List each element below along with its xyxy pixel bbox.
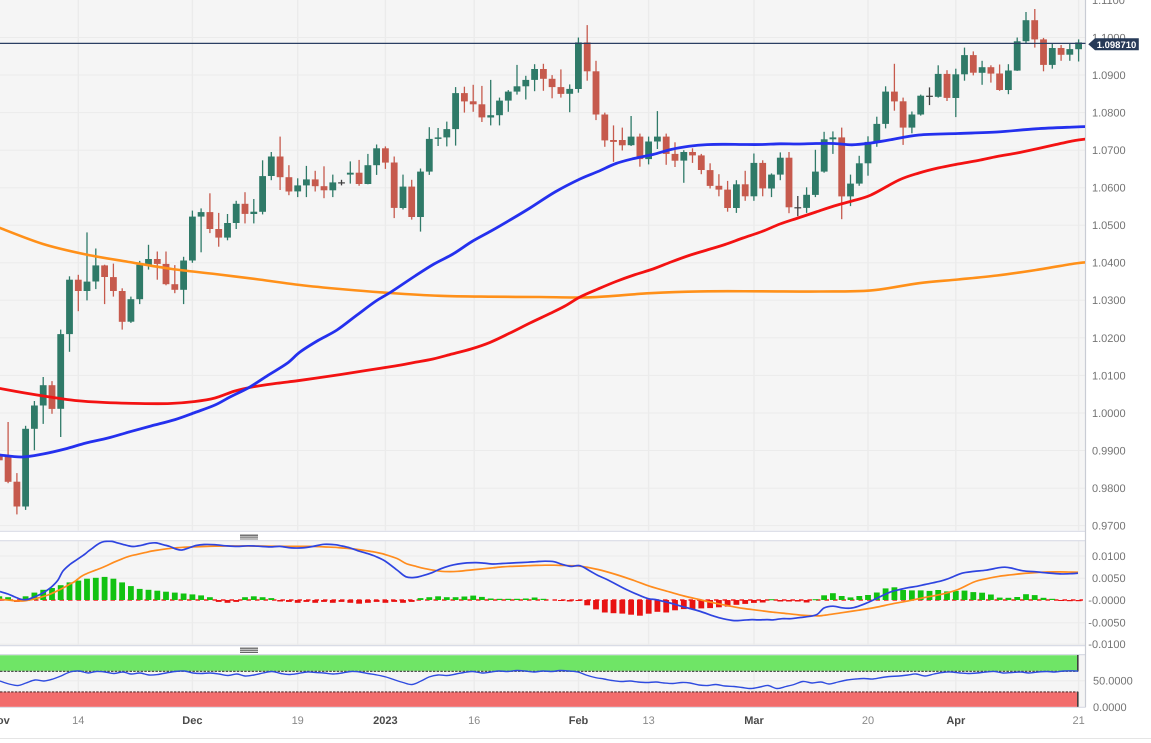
svg-text:Nov: Nov (0, 715, 11, 727)
svg-text:1.0500: 1.0500 (1092, 220, 1126, 232)
svg-text:19: 19 (292, 715, 304, 727)
svg-text:0.0000: 0.0000 (1093, 702, 1127, 714)
svg-text:Feb: Feb (569, 715, 589, 727)
svg-text:1.0200: 1.0200 (1092, 333, 1126, 345)
svg-text:50.0000: 50.0000 (1093, 675, 1133, 687)
svg-text:Dec: Dec (182, 715, 202, 727)
svg-text:1.0000: 1.0000 (1092, 408, 1126, 420)
svg-text:1.0400: 1.0400 (1092, 258, 1126, 270)
svg-text:20: 20 (862, 715, 874, 727)
svg-text:1.0300: 1.0300 (1092, 295, 1126, 307)
svg-text:14: 14 (72, 715, 84, 727)
svg-text:1.098710: 1.098710 (1097, 40, 1137, 51)
svg-text:Mar: Mar (744, 715, 764, 727)
svg-text:-0.0100: -0.0100 (1088, 639, 1125, 651)
svg-text:-0.0050: -0.0050 (1088, 618, 1125, 630)
svg-text:0.9700: 0.9700 (1092, 521, 1126, 533)
svg-text:1.0600: 1.0600 (1092, 183, 1126, 195)
svg-text:0.9800: 0.9800 (1092, 483, 1126, 495)
svg-text:1.0900: 1.0900 (1092, 70, 1126, 82)
svg-text:1.0100: 1.0100 (1092, 370, 1126, 382)
svg-text:13: 13 (642, 715, 654, 727)
svg-text:1.0700: 1.0700 (1092, 145, 1126, 157)
svg-text:16: 16 (468, 715, 480, 727)
svg-text:21: 21 (1072, 715, 1084, 727)
svg-text:1.0800: 1.0800 (1092, 108, 1126, 120)
svg-text:Apr: Apr (946, 715, 966, 727)
svg-text:0.0100: 0.0100 (1092, 551, 1126, 563)
svg-text:-0.0000: -0.0000 (1088, 595, 1125, 607)
svg-text:2023: 2023 (373, 715, 397, 727)
svg-text:0.0050: 0.0050 (1092, 573, 1126, 585)
svg-text:0.9900: 0.9900 (1092, 445, 1126, 457)
svg-text:1.1100: 1.1100 (1092, 0, 1125, 7)
